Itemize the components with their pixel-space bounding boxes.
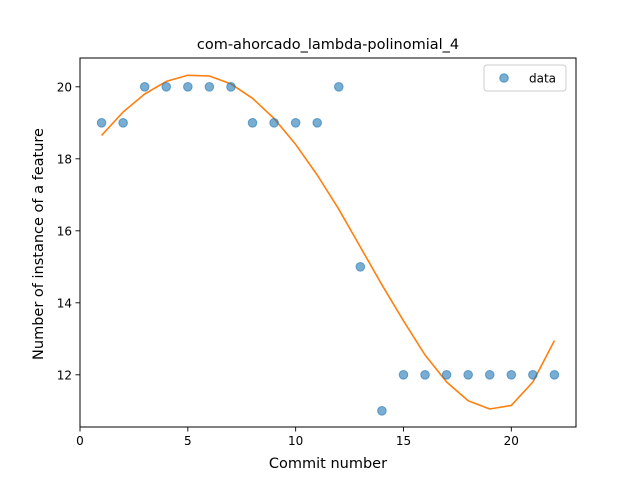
data-point — [269, 118, 279, 128]
data-point — [484, 370, 495, 380]
x-tick-label: 15 — [396, 434, 411, 448]
data-point — [118, 118, 128, 128]
x-tick-label: 20 — [504, 434, 519, 448]
data-point — [441, 370, 452, 380]
x-axis-label: Commit number — [269, 456, 387, 472]
fit-line — [100, 74, 556, 410]
data-point — [96, 118, 107, 128]
data-point — [226, 82, 236, 92]
y-tick-label: 20 — [57, 80, 72, 94]
data-point — [528, 370, 538, 380]
data-point — [183, 82, 193, 92]
y-tick-label: 16 — [57, 224, 72, 238]
x-tick-label: 0 — [76, 434, 84, 448]
data-point — [355, 262, 366, 272]
y-tick-label: 14 — [57, 296, 72, 310]
x-tick-label: 10 — [288, 434, 303, 448]
data-point — [161, 82, 172, 92]
data-point — [247, 118, 258, 128]
data-point — [290, 118, 301, 128]
data-point — [204, 82, 215, 92]
chart-title: com-ahorcado_lambda-polinomial_4 — [197, 37, 459, 53]
x-tick-label: 5 — [184, 434, 192, 448]
legend-box — [483, 64, 567, 92]
data-point — [312, 118, 323, 128]
data-point — [398, 370, 409, 380]
y-axis-label: Number of instance of a feature — [31, 128, 47, 360]
data-point — [506, 370, 517, 380]
y-tick-label: 18 — [57, 152, 72, 166]
data-point — [139, 82, 150, 92]
data-point — [333, 82, 344, 92]
data-point — [420, 370, 430, 380]
legend-marker — [499, 73, 509, 83]
legend-label: data — [529, 72, 556, 86]
data-point — [377, 406, 387, 416]
data-point — [549, 370, 560, 380]
plot-layer: 0 5 10 15 20 12 14 16 18 20 data — [57, 57, 577, 448]
axes-frame — [79, 57, 577, 428]
y-tick-label: 12 — [57, 368, 72, 382]
data-point — [463, 370, 473, 380]
